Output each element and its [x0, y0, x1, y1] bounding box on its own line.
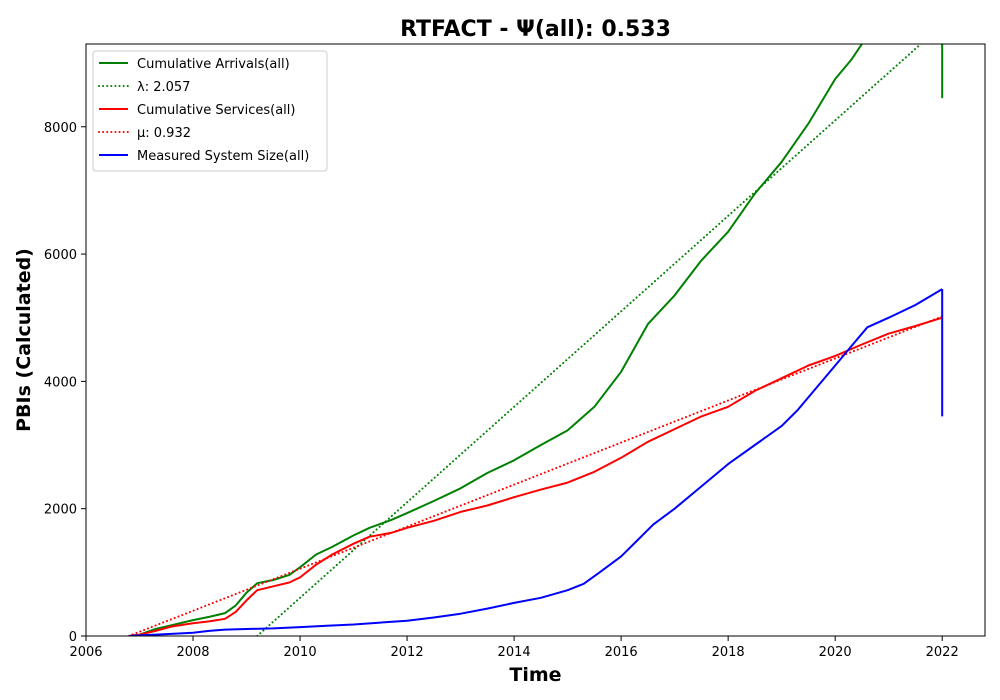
- x-tick-label: 2022: [926, 645, 959, 660]
- y-axis-label: PBIs (Calculated): [13, 248, 35, 432]
- legend: Cumulative Arrivals(all) λ: 2.057 Cumulati…: [92, 50, 328, 172]
- legend-entry-label: Cumulative Arrivals(all): [137, 57, 290, 72]
- y-tick-label: 0: [69, 630, 77, 645]
- legend-box: [92, 50, 328, 172]
- legend-entry-label: λ: 2.057: [137, 80, 190, 95]
- series-group: [127, 44, 944, 636]
- series-line-4: [127, 315, 944, 636]
- x-axis-label: Time: [509, 664, 561, 686]
- x-axis: 2006 2008 2010 2012 2014 2016 2018 2020 2022: [69, 636, 959, 660]
- x-tick-label: 2020: [819, 645, 852, 660]
- x-tick-label: 2010: [284, 645, 317, 660]
- legend-entry-label: Cumulative Services(all): [137, 103, 295, 118]
- y-tick-label: 6000: [44, 248, 77, 263]
- legend-entry-label: Measured System Size(all): [137, 149, 309, 164]
- chart-title: RTFACT - Ψ(all): 0.533: [400, 17, 671, 42]
- x-tick-label: 2012: [391, 645, 424, 660]
- x-tick-label: 2018: [712, 645, 745, 660]
- x-tick-label: 2008: [176, 645, 209, 660]
- x-tick-label: 2016: [605, 645, 638, 660]
- y-axis: 0 2000 4000 6000 8000: [44, 121, 86, 645]
- series-line-1: [128, 44, 863, 636]
- y-tick-label: 8000: [44, 121, 77, 136]
- legend-entry-label: μ: 0.932: [137, 126, 191, 141]
- plot-frame: [85, 43, 986, 637]
- x-tick-label: 2014: [498, 645, 531, 660]
- series-line-2: [256, 44, 922, 636]
- x-tick-label: 2006: [69, 645, 102, 660]
- y-tick-label: 4000: [44, 375, 77, 390]
- series-line-5: [128, 288, 943, 636]
- y-tick-label: 2000: [44, 503, 77, 518]
